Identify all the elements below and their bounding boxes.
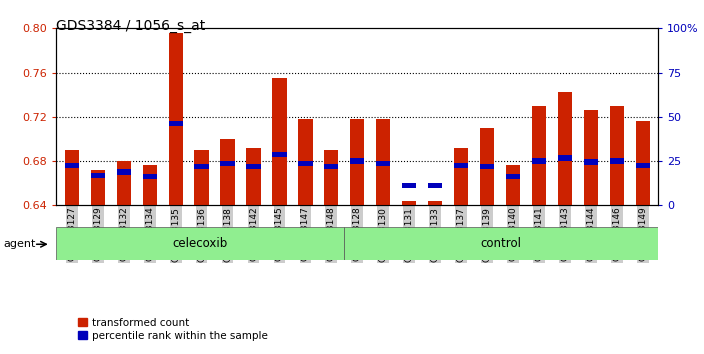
Bar xyxy=(91,170,105,205)
Bar xyxy=(298,119,313,205)
Bar xyxy=(350,119,365,205)
Bar xyxy=(558,92,572,205)
Text: celecoxib: celecoxib xyxy=(172,237,228,250)
Bar xyxy=(194,164,209,169)
Bar xyxy=(505,165,520,205)
Bar xyxy=(65,150,79,205)
Bar xyxy=(402,201,416,205)
Bar xyxy=(246,148,260,205)
Bar xyxy=(584,159,598,165)
Bar xyxy=(454,163,468,168)
Legend: transformed count, percentile rank within the sample: transformed count, percentile rank withi… xyxy=(74,314,272,345)
Bar xyxy=(376,160,390,166)
Bar xyxy=(454,148,468,205)
Bar xyxy=(428,183,442,188)
Bar xyxy=(325,150,339,205)
Bar xyxy=(532,158,546,164)
Bar xyxy=(272,78,287,205)
Text: control: control xyxy=(481,237,522,250)
Bar xyxy=(117,169,131,175)
Bar xyxy=(636,163,650,168)
Bar xyxy=(402,183,416,188)
Bar xyxy=(168,121,183,126)
Bar xyxy=(272,152,287,157)
Bar xyxy=(143,174,157,179)
Bar xyxy=(56,227,344,260)
Bar xyxy=(480,128,494,205)
Bar xyxy=(65,163,79,168)
Bar xyxy=(558,155,572,160)
Bar xyxy=(194,150,209,205)
Bar xyxy=(117,161,131,205)
Bar xyxy=(584,110,598,205)
Bar xyxy=(344,227,658,260)
Bar xyxy=(246,164,260,169)
Bar xyxy=(532,106,546,205)
Bar xyxy=(91,173,105,178)
Bar xyxy=(350,158,365,164)
Bar xyxy=(610,158,624,164)
Bar xyxy=(636,121,650,205)
Bar xyxy=(505,174,520,179)
Bar xyxy=(298,160,313,166)
Text: agent: agent xyxy=(4,239,36,249)
Bar xyxy=(143,165,157,205)
Text: GDS3384 / 1056_s_at: GDS3384 / 1056_s_at xyxy=(56,19,206,34)
Bar xyxy=(428,201,442,205)
Bar xyxy=(220,160,234,166)
Bar xyxy=(325,164,339,169)
Bar xyxy=(610,106,624,205)
Bar xyxy=(480,164,494,169)
Bar xyxy=(220,139,234,205)
Bar xyxy=(376,119,390,205)
Bar xyxy=(168,33,183,205)
